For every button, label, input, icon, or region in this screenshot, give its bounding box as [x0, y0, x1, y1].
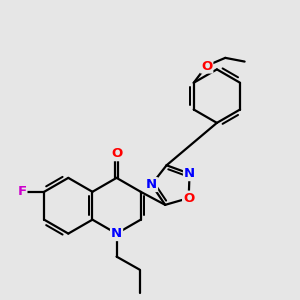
Text: O: O [183, 192, 194, 205]
Text: F: F [17, 185, 26, 198]
Text: N: N [184, 167, 195, 180]
Text: N: N [111, 227, 122, 240]
Text: O: O [111, 147, 122, 160]
Text: O: O [201, 59, 212, 73]
Text: N: N [146, 178, 157, 191]
